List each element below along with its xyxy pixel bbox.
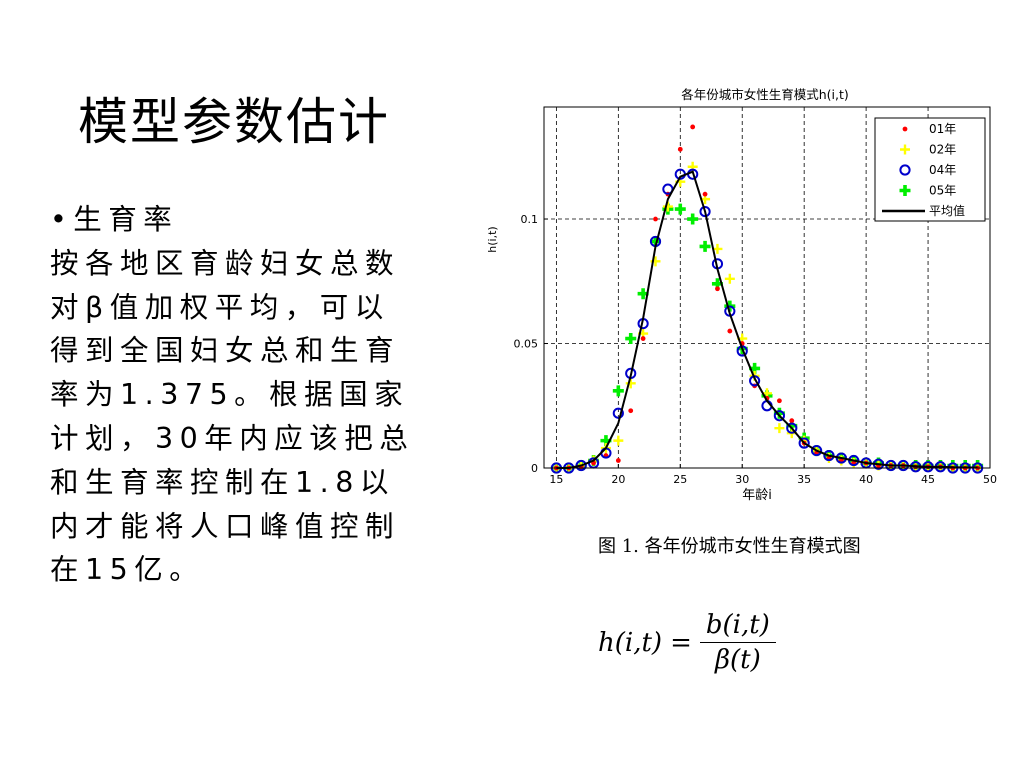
data-point-circle	[773, 410, 785, 422]
data-point-circle	[786, 422, 798, 434]
data-point-bigplus	[612, 385, 624, 397]
formula-denominator: β(t)	[714, 645, 761, 675]
data-point-dot	[789, 418, 795, 424]
x-tick-label: 25	[673, 473, 687, 486]
data-point-circle	[810, 444, 823, 457]
legend-box	[874, 117, 986, 222]
x-tick-label: 40	[859, 473, 873, 486]
data-point-dot	[615, 458, 621, 463]
data-point-dot	[702, 191, 708, 197]
data-point-dot	[902, 126, 908, 132]
data-point-dot	[776, 398, 782, 404]
plot-frame	[543, 106, 991, 469]
average-line	[556, 170, 978, 469]
data-point-dot	[640, 336, 646, 341]
data-point-circle	[798, 437, 810, 449]
y-tick-label: 0	[531, 462, 538, 475]
data-point-circle	[899, 164, 911, 176]
x-axis-label: 年龄i	[742, 488, 772, 503]
legend-label: 01年	[929, 122, 956, 136]
x-tick-label: 30	[735, 473, 749, 486]
body-text: •生育率 按各地区育龄妇女总数对β值加权平均，可以得到全国妇女总和生育率为1.3…	[50, 198, 422, 592]
data-point-bigplus	[625, 333, 637, 345]
data-point-circle	[612, 407, 624, 419]
formula-numerator: b(i,t)	[699, 610, 776, 643]
x-tick-label: 15	[549, 473, 563, 486]
data-point-bigplus	[699, 240, 711, 252]
legend-label: 04年	[929, 163, 956, 177]
data-point-plus	[900, 144, 910, 155]
data-point-plus	[774, 423, 785, 434]
body-paragraph: 按各地区育龄妇女总数对β值加权平均，可以得到全国妇女总和生育率为1.375。根据…	[50, 246, 415, 587]
formula: h(i,t) = b(i,t) β(t)	[598, 610, 776, 675]
figure-caption: 图 1. 各年份城市女性生育模式图	[598, 536, 861, 557]
data-point-plus	[724, 273, 735, 284]
data-point-dot	[715, 286, 720, 292]
data-point-dot	[628, 408, 634, 414]
formula-lhs: h(i,t)	[598, 627, 663, 658]
x-tick-label: 20	[611, 473, 625, 486]
legend-label: 02年	[929, 143, 956, 157]
data-point-dot	[653, 216, 658, 222]
data-point-dot	[690, 124, 696, 130]
y-tick-label: 0.1	[521, 213, 539, 226]
slide-title: 模型参数估计	[78, 93, 390, 151]
data-point-plus	[613, 435, 624, 446]
data-point-plus	[625, 378, 636, 389]
legend-label: 05年	[929, 184, 956, 198]
data-point-plus	[662, 201, 673, 212]
x-tick-label: 50	[983, 473, 997, 486]
y-tick-label: 0.05	[514, 338, 539, 351]
data-point-dot	[677, 146, 683, 152]
legend-label: 平均值	[929, 203, 965, 218]
data-point-bigplus	[674, 203, 686, 215]
formula-fraction: b(i,t) β(t)	[699, 610, 776, 675]
data-point-bigplus	[899, 185, 911, 196]
chart-title: 各年份城市女性生育模式h(i,t)	[681, 87, 849, 102]
data-point-bigplus	[687, 213, 699, 225]
data-point-dot	[727, 328, 733, 334]
y-axis-label: h(i,t)	[486, 226, 499, 252]
formula-equals: =	[670, 627, 692, 658]
x-tick-label: 45	[921, 473, 935, 486]
data-point-circle	[699, 205, 711, 218]
x-tick-label: 35	[797, 473, 811, 486]
bullet-heading: •生育率	[50, 203, 179, 236]
